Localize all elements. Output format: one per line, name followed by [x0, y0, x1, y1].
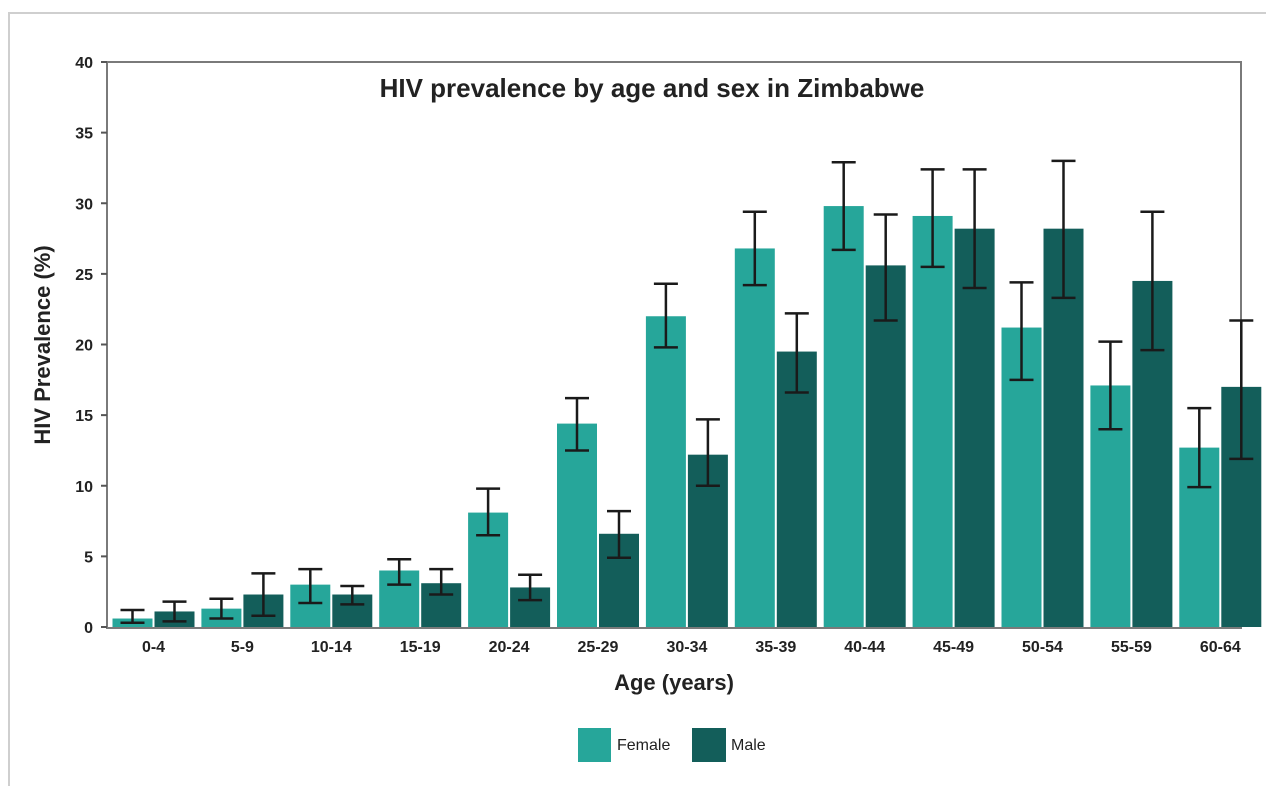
error-bar-female [653, 282, 678, 349]
y-tick-label: 10 [75, 479, 93, 496]
bar-female [823, 206, 864, 627]
error-bar-female [565, 396, 589, 452]
error-bar-male [1140, 210, 1165, 352]
error-bar-female [476, 487, 501, 537]
x-tick-label: 25-29 [578, 639, 619, 656]
error-bar-female [1187, 406, 1212, 489]
error-bar-male [962, 168, 987, 290]
frame-left-border [8, 12, 10, 786]
error-bar-male [162, 600, 187, 623]
chart-title: HIV prevalence by age and sex in Zimbabw… [380, 73, 925, 103]
x-axis-ticks: 0-4 5-9 10-14 15-19 20-24 25-29 30-34 35-39 40-4… [142, 639, 1241, 656]
y-axis-ticks: 0 5 10 15 20 25 30 35 40 [75, 55, 107, 637]
y-tick-label: 30 [75, 196, 93, 213]
bar-male [865, 265, 906, 627]
error-bars-layer [120, 159, 1254, 625]
error-bar-female [1098, 340, 1123, 431]
x-tick-label: 0-4 [142, 639, 165, 656]
x-axis-label: Age (years) [614, 670, 734, 695]
error-bar-female [920, 168, 945, 269]
error-bar-male [429, 567, 454, 596]
bar-male [954, 228, 995, 628]
error-bar-male [695, 418, 720, 487]
bar-female [734, 248, 775, 627]
bar-female [557, 423, 597, 627]
error-bar-male [607, 509, 631, 560]
error-bar-male [784, 312, 809, 394]
y-tick-label: 40 [75, 55, 93, 72]
bar-female [645, 316, 686, 627]
error-bar-male [1229, 319, 1254, 461]
legend-label-male: Male [731, 737, 766, 754]
x-tick-label: 5-9 [231, 639, 254, 656]
x-tick-label: 20-24 [489, 639, 530, 656]
x-tick-label: 30-34 [666, 639, 707, 656]
error-bar-male [1051, 159, 1076, 300]
error-bar-female [209, 597, 234, 620]
x-tick-label: 15-19 [400, 639, 441, 656]
bar-female [912, 215, 953, 627]
y-tick-label: 25 [75, 267, 93, 284]
y-tick-label: 0 [84, 620, 93, 637]
error-bar-female [298, 567, 323, 605]
legend-swatch-male [692, 728, 726, 762]
y-tick-label: 5 [84, 549, 93, 566]
error-bar-male [251, 572, 276, 617]
error-bar-female [120, 608, 145, 625]
x-tick-label: 35-39 [755, 639, 796, 656]
error-bar-female [831, 161, 856, 252]
error-bar-female [742, 210, 767, 287]
x-tick-label: 55-59 [1111, 639, 1152, 656]
legend: Female Male [578, 728, 766, 762]
error-bar-male [340, 584, 365, 606]
x-tick-label: 40-44 [844, 639, 885, 656]
x-tick-label: 45-49 [933, 639, 974, 656]
legend-swatch-female [578, 728, 611, 762]
x-tick-label: 10-14 [311, 639, 352, 656]
error-bar-male [873, 213, 898, 322]
error-bar-female [387, 557, 412, 586]
y-tick-label: 15 [75, 408, 93, 425]
y-tick-label: 20 [75, 338, 93, 355]
error-bar-female [1009, 281, 1034, 382]
bars-layer [112, 206, 1262, 628]
legend-label-female: Female [617, 737, 670, 754]
bar-male [776, 351, 817, 627]
y-axis-label: HIV Prevalence (%) [30, 245, 55, 444]
y-tick-label: 35 [75, 126, 93, 143]
frame-top-border [8, 12, 1266, 14]
x-tick-label: 60-64 [1200, 639, 1241, 656]
error-bar-male [518, 573, 543, 602]
x-tick-label: 50-54 [1022, 639, 1063, 656]
